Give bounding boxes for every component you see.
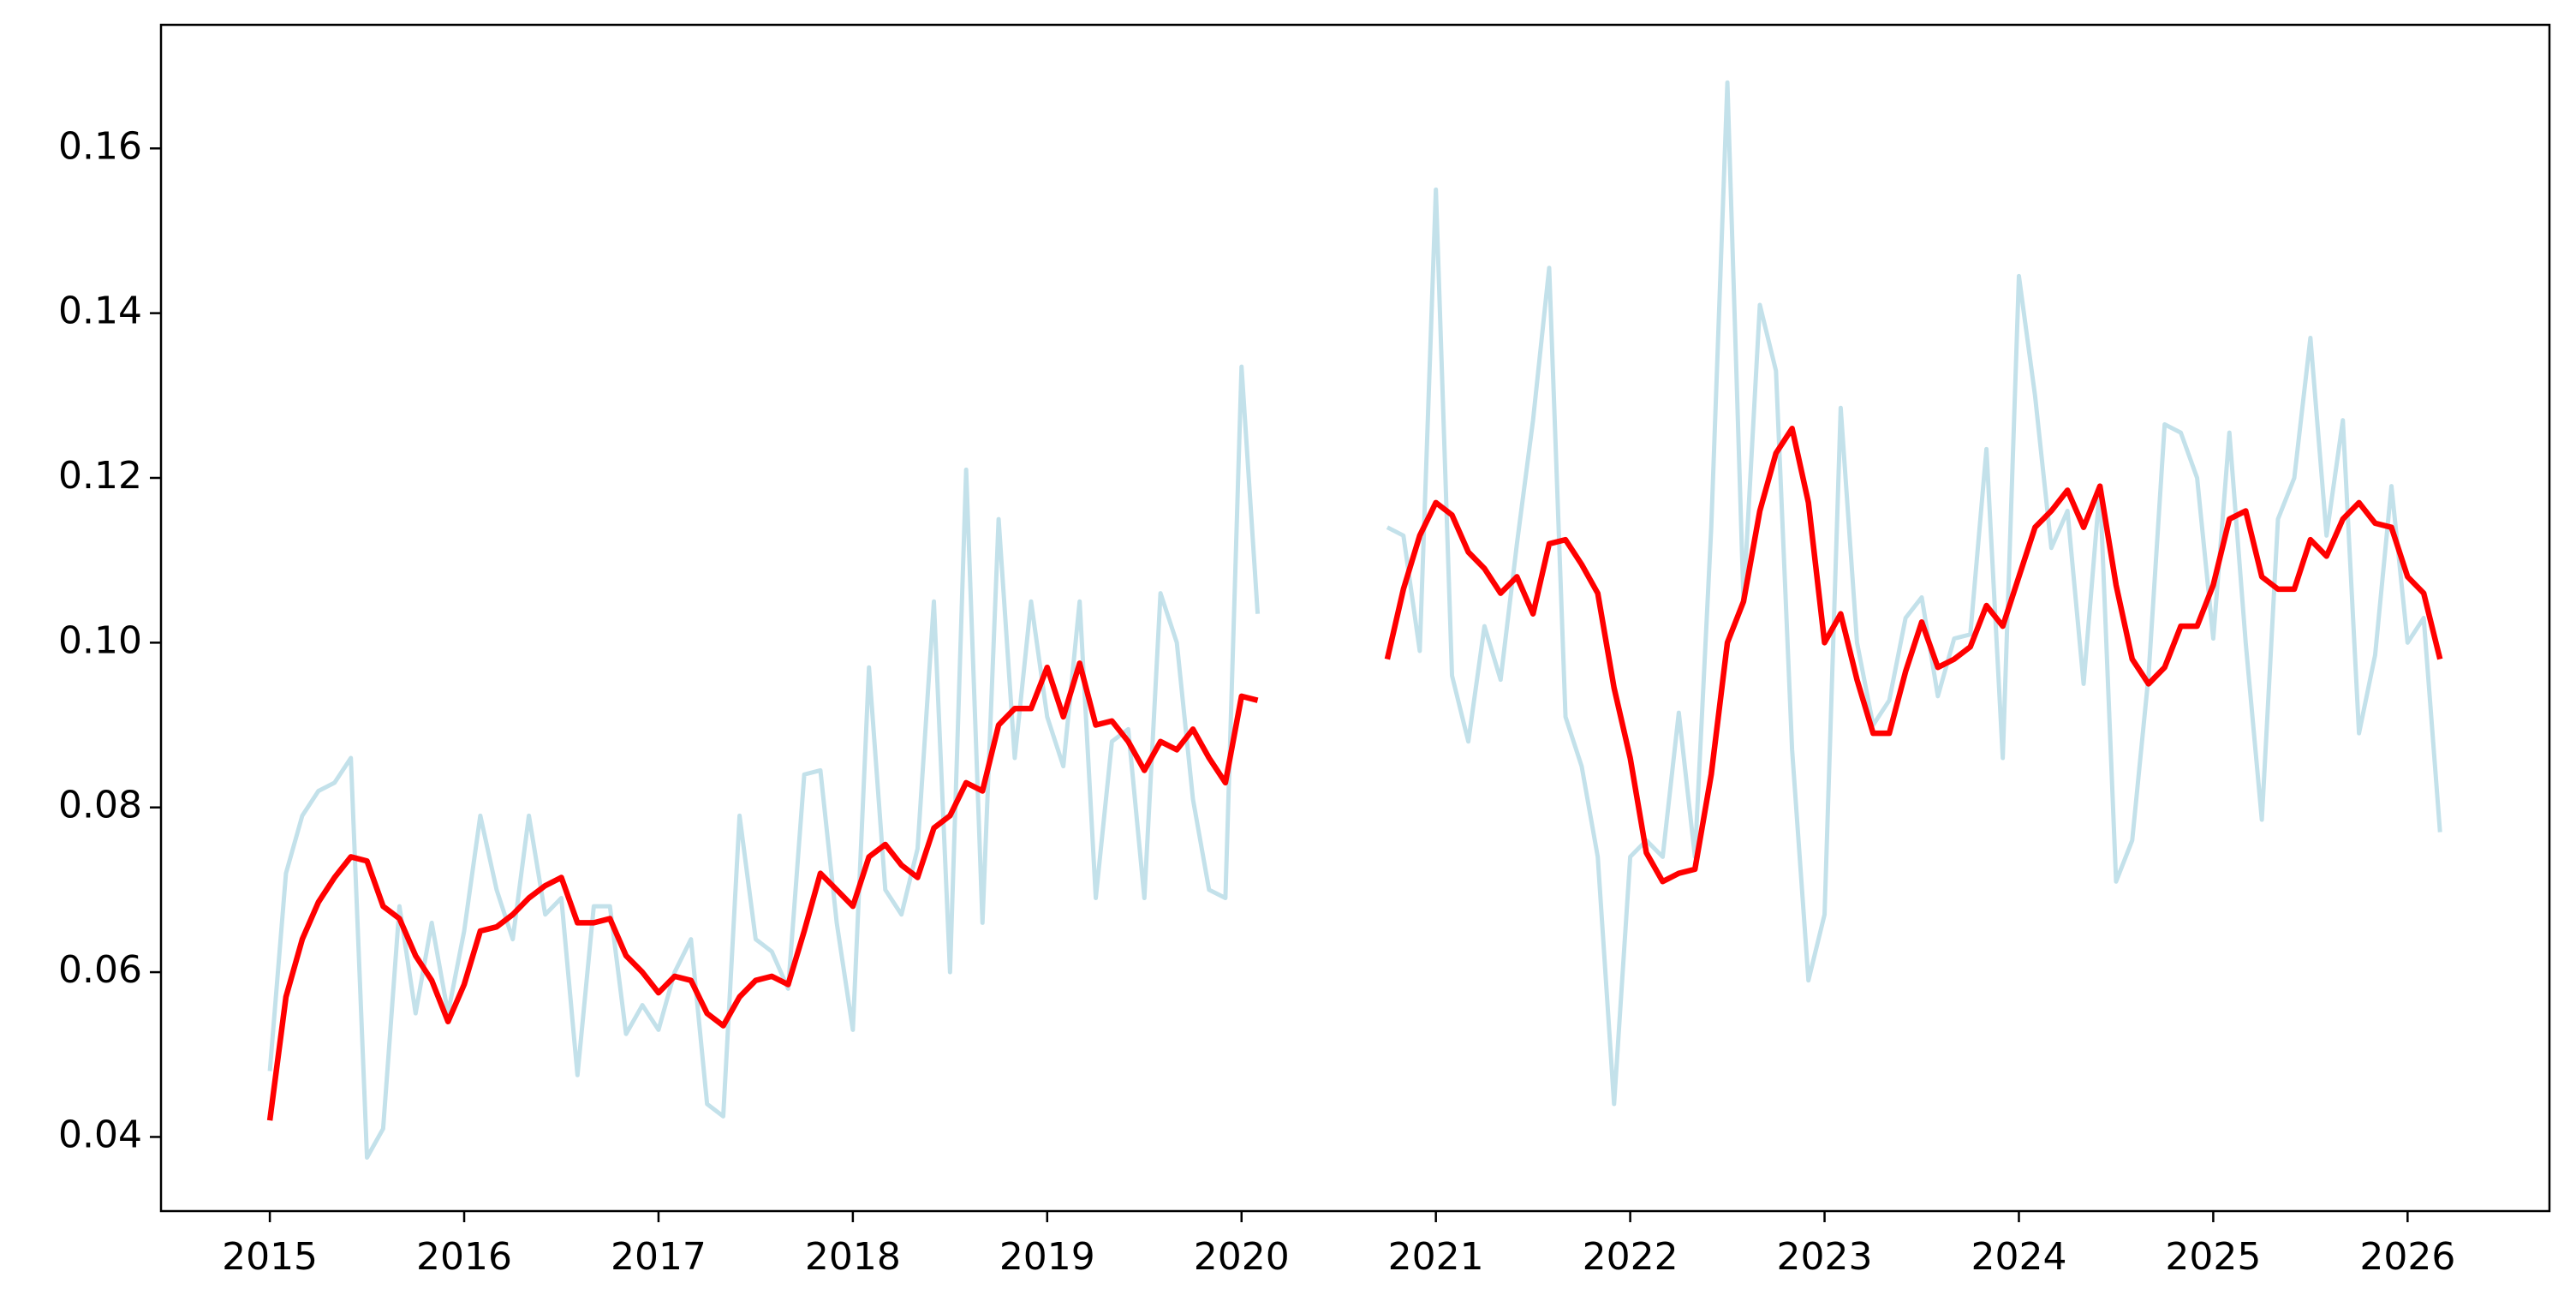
x-tick-label: 2019 (999, 1235, 1095, 1279)
x-tick-label: 2015 (222, 1235, 318, 1279)
y-tick-label: 0.04 (58, 1113, 142, 1156)
x-tick-label: 2018 (805, 1235, 901, 1279)
x-tick-label: 2022 (1583, 1235, 1679, 1279)
x-tick-label: 2021 (1388, 1235, 1484, 1279)
y-tick-label: 0.06 (58, 948, 142, 992)
x-tick-label: 2024 (1971, 1235, 2066, 1279)
x-tick-label: 2020 (1194, 1235, 1290, 1279)
x-tick-label: 2017 (611, 1235, 707, 1279)
x-tick-label: 2025 (2165, 1235, 2261, 1279)
x-tick-label: 2026 (2359, 1235, 2455, 1279)
y-tick-label: 0.12 (58, 454, 142, 498)
x-tick-label: 2016 (416, 1235, 512, 1279)
x-tick-label: 2023 (1777, 1235, 1873, 1279)
series-line (267, 80, 2442, 1160)
y-tick-label: 0.14 (58, 289, 142, 333)
y-tick-label: 0.10 (58, 618, 142, 662)
y-tick-label: 0.16 (58, 124, 142, 168)
plot-frame (159, 23, 2551, 1213)
y-tick-label: 0.08 (58, 784, 142, 827)
series-line (266, 426, 2443, 1121)
